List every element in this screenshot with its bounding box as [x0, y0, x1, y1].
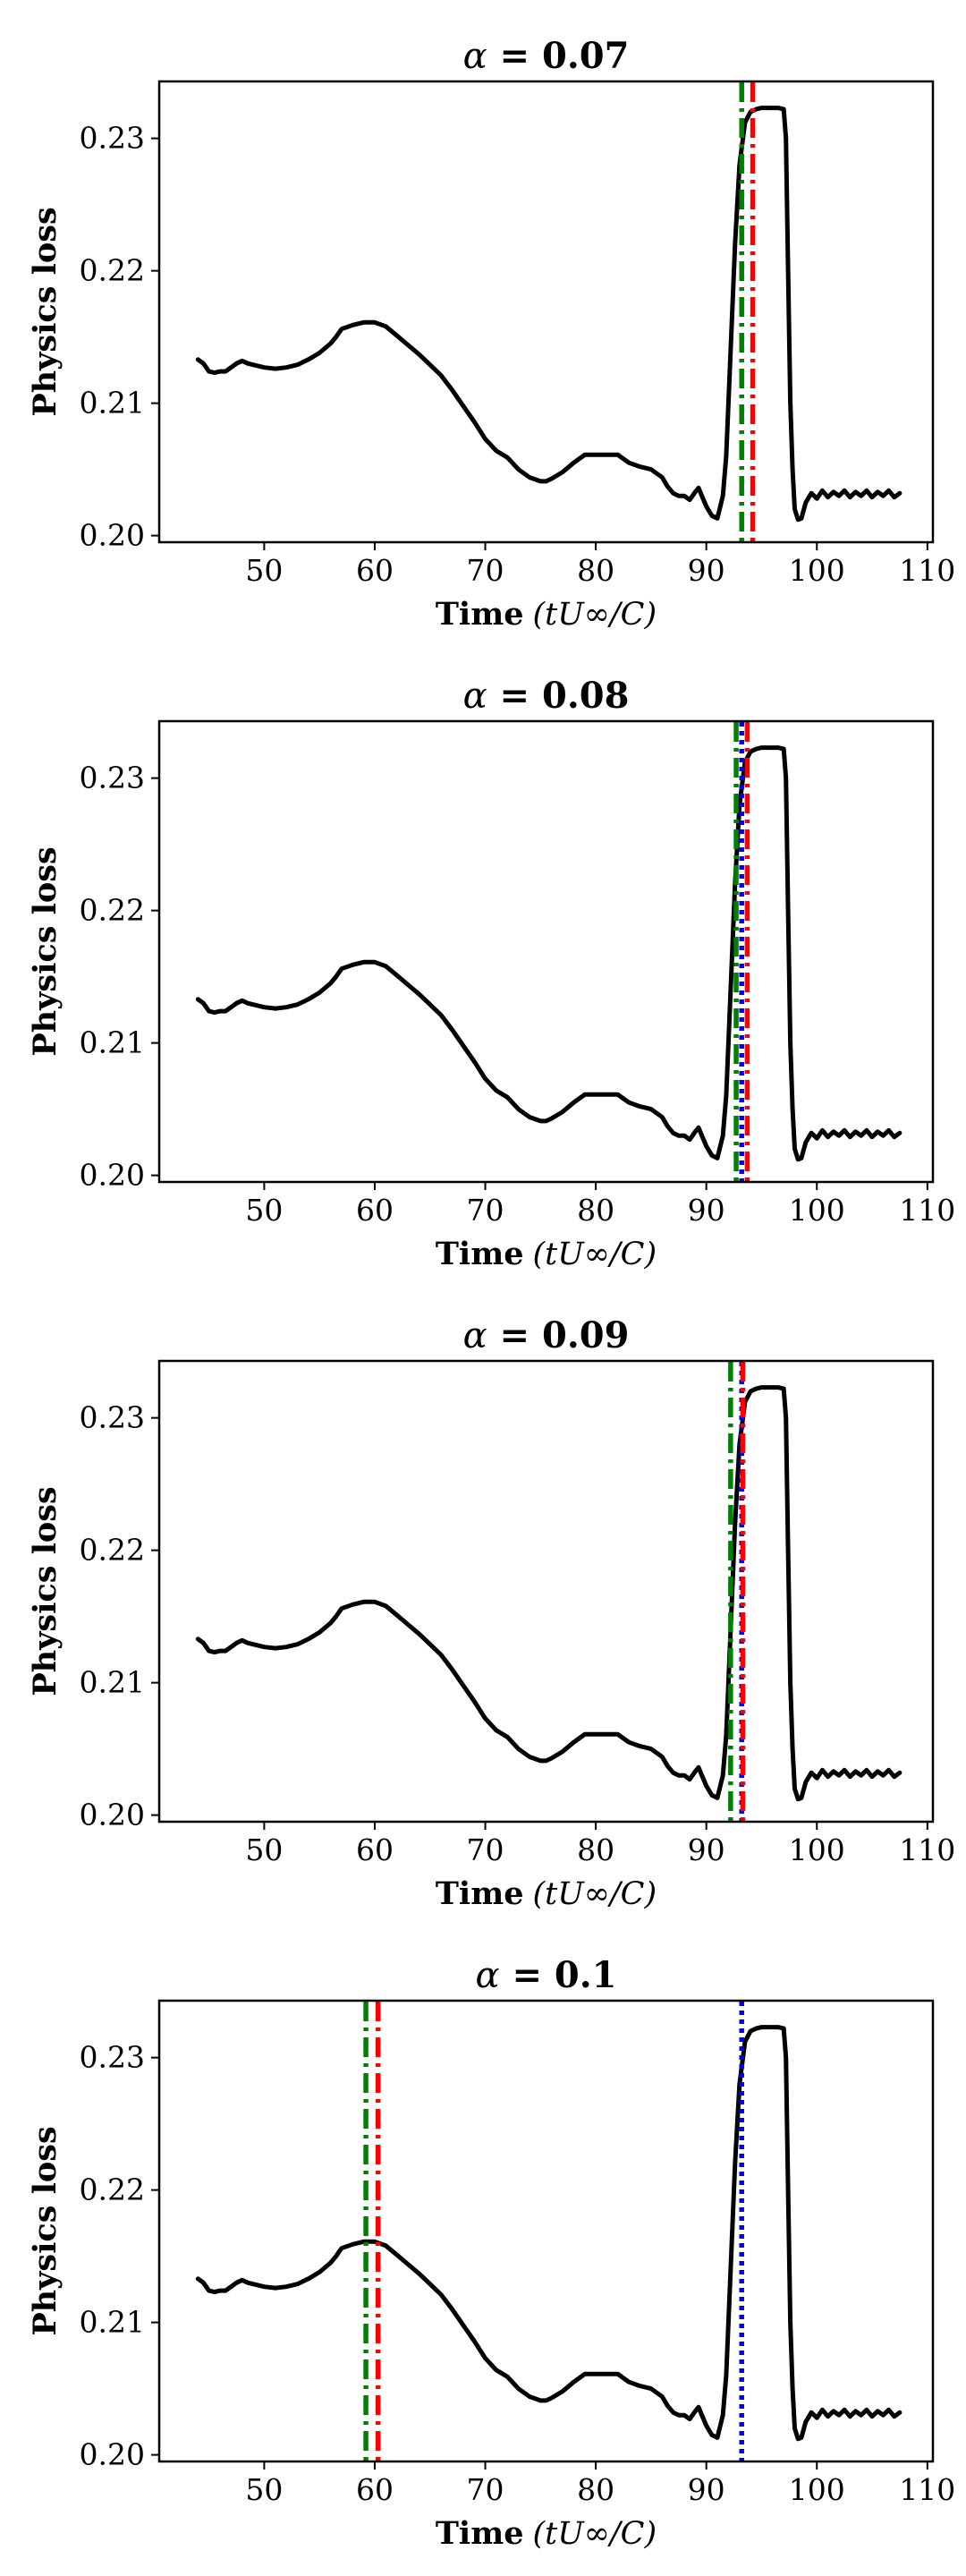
x-tick-label: 90 — [688, 553, 725, 588]
y-tick-label: 0.20 — [80, 1158, 145, 1193]
y-tick-label: 0.20 — [80, 518, 145, 553]
subplot-1: α = 0.07 50 60 70 80 90 100 110 0.20 0.21 0.22 0.23… — [27, 35, 955, 633]
x-axis-label-word: Time — [436, 1875, 524, 1912]
y-tick-label: 0.21 — [80, 2305, 145, 2340]
series-line-physics-loss — [195, 1385, 902, 1802]
y-tick-label: 0.20 — [80, 2437, 145, 2472]
y-tick-label: 0.23 — [80, 761, 145, 795]
x-tick-label: 110 — [899, 1832, 955, 1867]
series-line-physics-loss — [195, 745, 902, 1162]
x-tick-label: 110 — [899, 2472, 955, 2507]
series-line-physics-loss — [195, 2025, 902, 2442]
x-tick-label: 90 — [688, 2472, 725, 2507]
x-tick-label: 60 — [356, 2472, 394, 2507]
plot-frame — [157, 80, 935, 544]
x-axis-label-expression: (tU∞/C) — [533, 597, 657, 633]
title-value: 0.09 — [542, 1314, 629, 1356]
title-equals: = — [487, 35, 542, 77]
y-tick-label: 0.22 — [80, 893, 145, 928]
x-tick-label: 70 — [467, 1193, 504, 1228]
title-symbol: α — [463, 36, 487, 77]
subplot-2: α = 0.08 50 60 70 80 90 100 110 0.20 0.21 0.22 0.23… — [27, 675, 955, 1272]
x-tick-label: 80 — [577, 2472, 614, 2507]
x-tick-label: 70 — [467, 553, 504, 588]
x-axis-label-word: Time — [436, 2515, 524, 2552]
y-tick-label: 0.21 — [80, 1025, 145, 1060]
plot-frame — [157, 1359, 935, 1824]
x-axis-label-expression: (tU∞/C) — [533, 1237, 657, 1272]
x-tick-label: 110 — [899, 553, 955, 588]
y-axis-label: Physics loss — [27, 1486, 64, 1696]
title-equals: = — [487, 1314, 542, 1356]
x-tick-label: 70 — [467, 1832, 504, 1867]
x-tick-label: 100 — [789, 1193, 845, 1228]
x-axis-label-word: Time — [436, 1236, 524, 1272]
x-tick-label: 60 — [356, 1193, 394, 1228]
y-tick-label: 0.23 — [80, 121, 145, 156]
chart-title: α = 0.1 — [476, 1954, 617, 1996]
x-tick-label: 110 — [899, 1193, 955, 1228]
title-equals: = — [500, 1954, 555, 1996]
y-tick-label: 0.23 — [80, 1400, 145, 1435]
x-tick-label: 50 — [245, 1832, 283, 1867]
plot-frame — [157, 1999, 935, 2463]
y-tick-label: 0.21 — [80, 386, 145, 421]
title-symbol: α — [463, 1315, 487, 1356]
x-axis-label-expression: (tU∞/C) — [533, 1876, 657, 1912]
chart-title: α = 0.07 — [463, 35, 630, 77]
x-axis-label: Time (tU∞/C) — [436, 1875, 657, 1912]
chart-title: α = 0.09 — [463, 1314, 630, 1356]
y-tick-label: 0.21 — [80, 1665, 145, 1700]
y-tick-label: 0.22 — [80, 253, 145, 288]
y-axis-label: Physics loss — [27, 207, 64, 416]
y-tick-label: 0.23 — [80, 2040, 145, 2075]
subplot-4: α = 0.1 50 60 70 80 90 100 110 0.20 0.21 0.22 0.23 T… — [27, 1954, 955, 2552]
x-tick-label: 80 — [577, 1193, 614, 1228]
x-tick-label: 50 — [245, 2472, 283, 2507]
x-tick-label: 50 — [245, 1193, 283, 1228]
y-axis-label: Physics loss — [27, 846, 64, 1056]
x-tick-label: 90 — [688, 1832, 725, 1867]
x-tick-label: 70 — [467, 2472, 504, 2507]
x-tick-label: 100 — [789, 553, 845, 588]
x-tick-label: 60 — [356, 553, 394, 588]
x-axis-label-expression: (tU∞/C) — [533, 2516, 657, 2552]
x-axis-label-word: Time — [436, 596, 524, 633]
y-tick-label: 0.22 — [80, 1533, 145, 1568]
title-symbol: α — [476, 1955, 500, 1996]
x-tick-label: 100 — [789, 1832, 845, 1867]
x-axis-label: Time (tU∞/C) — [436, 1236, 657, 1272]
title-value: 0.08 — [542, 675, 629, 717]
plot-frame — [157, 719, 935, 1184]
chart-title: α = 0.08 — [463, 675, 630, 717]
x-tick-label: 100 — [789, 2472, 845, 2507]
y-axis-label: Physics loss — [27, 2126, 64, 2335]
x-tick-label: 60 — [356, 1832, 394, 1867]
x-axis-label: Time (tU∞/C) — [436, 2515, 657, 2552]
title-equals: = — [487, 675, 542, 717]
y-tick-label: 0.20 — [80, 1798, 145, 1832]
x-axis-label: Time (tU∞/C) — [436, 596, 657, 633]
title-value: 0.07 — [542, 35, 629, 77]
title-value: 0.1 — [555, 1954, 617, 1996]
x-tick-label: 50 — [245, 553, 283, 588]
series-line-physics-loss — [195, 106, 902, 523]
y-tick-label: 0.22 — [80, 2172, 145, 2207]
x-tick-label: 80 — [577, 553, 614, 588]
subplot-3: α = 0.09 50 60 70 80 90 100 110 0.20 0.21 0.22 0.23… — [27, 1314, 955, 1912]
x-tick-label: 80 — [577, 1832, 614, 1867]
x-tick-label: 90 — [688, 1193, 725, 1228]
title-symbol: α — [463, 676, 487, 717]
